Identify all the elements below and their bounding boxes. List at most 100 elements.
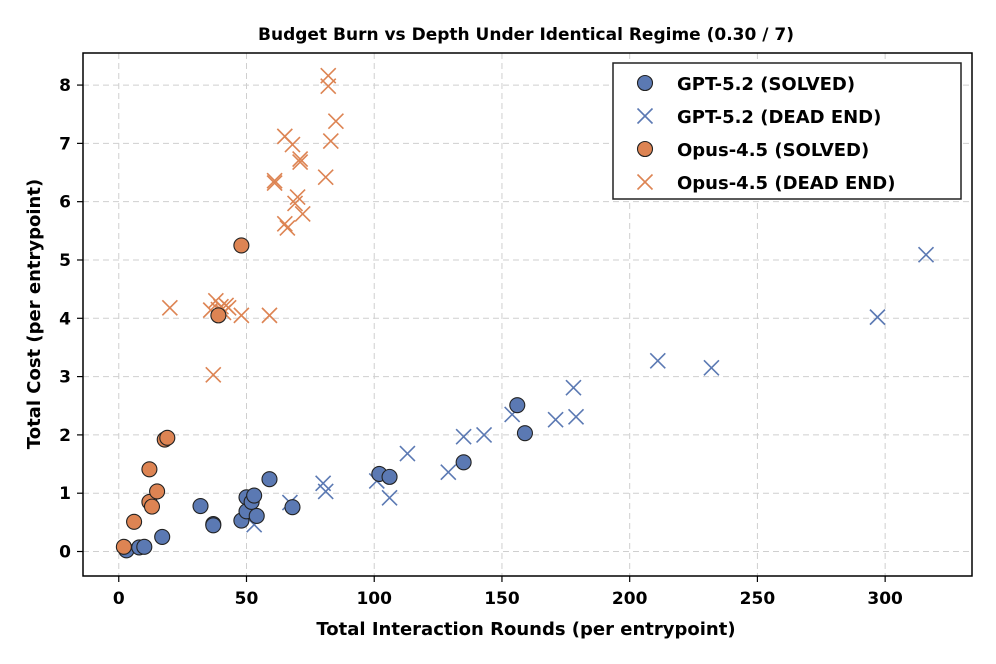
data-point-circle [246, 487, 263, 504]
x-marker-stroke [266, 174, 283, 192]
data-point-circle [143, 498, 161, 515]
x-tick-label: 300 [867, 589, 903, 609]
data-point-x [703, 359, 720, 376]
x-marker-stroke [276, 128, 293, 145]
data-point-circle [455, 454, 472, 471]
data-point-circle [149, 483, 166, 500]
y-tick-label: 0 [59, 543, 71, 563]
x-tick-label: 100 [356, 589, 392, 609]
x-marker-stroke [636, 107, 654, 125]
x-marker-stroke [547, 411, 564, 428]
x-marker-stroke [294, 205, 311, 222]
legend-label: Opus-4.5 (DEAD END) [677, 173, 895, 194]
data-point-circle [248, 507, 265, 524]
data-point-x [455, 428, 472, 445]
data-point-x [292, 151, 309, 168]
data-point-x [261, 307, 278, 324]
data-point-x [266, 172, 283, 189]
x-tick-label: 200 [612, 589, 648, 609]
series-gpt-5-2-dead-end [246, 246, 935, 533]
x-axis-label: Total Interaction Rounds (per entrypoint… [316, 619, 735, 640]
data-point-circle [233, 237, 250, 254]
series-gpt-5-2-solved [118, 397, 533, 559]
y-tick-label: 1 [59, 484, 71, 504]
data-point-circle [284, 499, 301, 516]
x-marker-stroke [205, 366, 222, 383]
x-marker-stroke [276, 215, 293, 232]
data-point-circle [141, 461, 158, 478]
legend-marker [636, 74, 654, 92]
x-marker-stroke [233, 307, 250, 324]
x-marker-stroke [567, 408, 585, 425]
plot-frame [82, 52, 973, 577]
x-marker-stroke [476, 426, 493, 443]
legend-marker [636, 173, 654, 191]
data-point-x [322, 132, 339, 150]
y-tick-label: 7 [59, 134, 71, 154]
x-marker-stroke [327, 113, 344, 130]
x-marker-stroke [440, 464, 457, 481]
series-opus-4-5-solved [115, 237, 250, 555]
x-marker-stroke [315, 475, 332, 492]
data-point-x [547, 411, 564, 428]
x-marker-stroke [322, 132, 339, 150]
data-point-circle [210, 307, 227, 324]
y-tick-label: 6 [59, 193, 71, 213]
data-point-circle [136, 538, 153, 555]
legend-label: GPT-5.2 (DEAD END) [677, 107, 881, 128]
data-point-x [205, 366, 222, 383]
axis-ticks: 0 50 100 150 200 250 300 0 1 2 3 4 5 6 7 8 [59, 76, 903, 609]
x-marker-stroke [399, 445, 416, 462]
data-point-x [440, 464, 457, 481]
y-tick-label: 8 [59, 76, 71, 96]
data-point-circle [126, 513, 143, 530]
x-marker-stroke [279, 219, 296, 236]
data-point-x [284, 136, 301, 153]
legend-marker [636, 107, 654, 125]
data-point-x [476, 426, 493, 443]
x-marker-stroke [455, 428, 472, 445]
data-point-circle [154, 528, 171, 545]
x-marker-stroke [317, 483, 334, 500]
data-point-x [327, 113, 344, 130]
data-point-x [292, 153, 309, 171]
legend: GPT-5.2 (SOLVED) GPT-5.2 (DEAD END) Opus-4… [612, 62, 962, 200]
x-marker-stroke [869, 309, 886, 326]
data-point-circle [516, 425, 533, 442]
legend-label: GPT-5.2 (SOLVED) [677, 74, 855, 95]
data-point-x [279, 219, 296, 236]
x-marker-stroke [292, 153, 309, 171]
data-point-circle [205, 517, 222, 534]
x-marker-stroke [284, 136, 301, 153]
x-marker-stroke [289, 188, 306, 206]
y-tick-label: 3 [59, 368, 71, 388]
data-point-circle [509, 397, 526, 414]
data-point-x [276, 215, 293, 232]
series-opus-4-5-dead-end [161, 67, 344, 383]
data-points [115, 67, 935, 559]
x-marker-stroke [292, 151, 309, 168]
y-tick-label: 2 [59, 426, 71, 446]
data-point-x [320, 78, 337, 95]
x-marker-stroke [381, 489, 398, 506]
x-marker-stroke [917, 246, 935, 263]
legend-box [612, 62, 962, 200]
x-marker-stroke [317, 169, 334, 186]
data-point-x [649, 352, 666, 369]
x-tick-label: 250 [740, 589, 776, 609]
x-tick-label: 0 [113, 589, 125, 609]
data-point-circle [192, 497, 209, 515]
data-point-circle [115, 538, 132, 555]
data-point-x [565, 379, 582, 396]
data-point-x [381, 489, 398, 506]
legend-label: Opus-4.5 (SOLVED) [677, 140, 869, 161]
data-point-x [294, 205, 311, 222]
x-marker-stroke [649, 352, 666, 369]
data-point-x [567, 408, 585, 425]
data-point-x [289, 188, 306, 206]
x-marker-stroke [161, 299, 178, 316]
data-point-x [161, 299, 178, 316]
chart-title: Budget Burn vs Depth Under Identical Reg… [258, 25, 794, 45]
